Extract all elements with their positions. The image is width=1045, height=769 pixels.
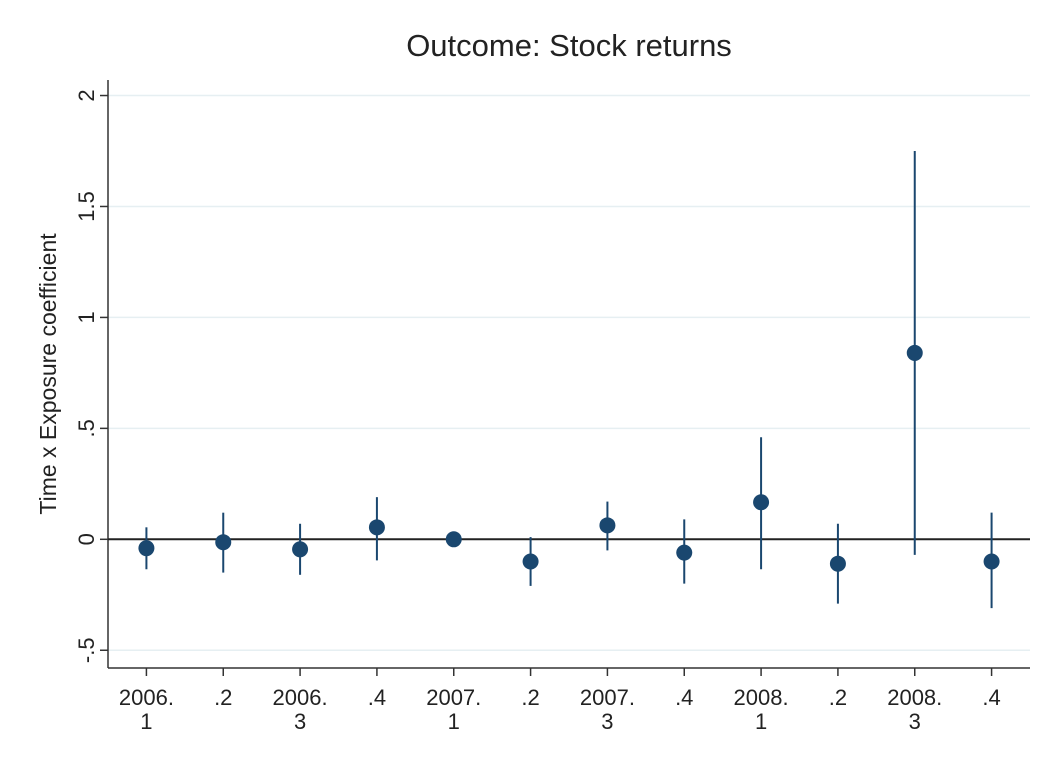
y-tick-label: 1 bbox=[74, 311, 99, 323]
x-tick-label: .4 bbox=[675, 685, 694, 710]
x-tick-label: 2006. 3 bbox=[272, 685, 328, 734]
x-tick-label: .4 bbox=[982, 685, 1001, 710]
x-tick-label: .2 bbox=[521, 685, 540, 710]
y-tick-label: 1.5 bbox=[74, 191, 99, 222]
y-tick-label: -.5 bbox=[74, 637, 99, 663]
point bbox=[829, 555, 846, 572]
point bbox=[445, 531, 462, 548]
y-tick-label: .5 bbox=[74, 419, 99, 437]
chart-title: Outcome: Stock returns bbox=[406, 28, 732, 63]
y-tick-label: 2 bbox=[74, 89, 99, 101]
x-tick-label: 2008. 1 bbox=[733, 685, 789, 734]
point bbox=[599, 517, 616, 534]
point bbox=[292, 541, 309, 558]
x-tick-label: 2008. 3 bbox=[887, 685, 943, 734]
point bbox=[676, 544, 693, 561]
x-tick-label: 2007. 1 bbox=[426, 685, 482, 734]
x-tick-label: 2007. 3 bbox=[579, 685, 635, 734]
point bbox=[753, 494, 770, 511]
point bbox=[906, 344, 923, 361]
point bbox=[368, 519, 385, 536]
point bbox=[983, 553, 1000, 570]
point bbox=[522, 553, 539, 570]
x-tick-label: 2006. 1 bbox=[118, 685, 174, 734]
y-axis-label: Time x Exposure coefficient bbox=[35, 233, 61, 515]
y-tick-label: 0 bbox=[74, 533, 99, 545]
x-tick-label: .2 bbox=[828, 685, 848, 710]
point bbox=[215, 534, 232, 551]
point bbox=[138, 540, 155, 557]
x-tick-label: .4 bbox=[367, 685, 387, 710]
x-tick-label: .2 bbox=[214, 685, 233, 710]
